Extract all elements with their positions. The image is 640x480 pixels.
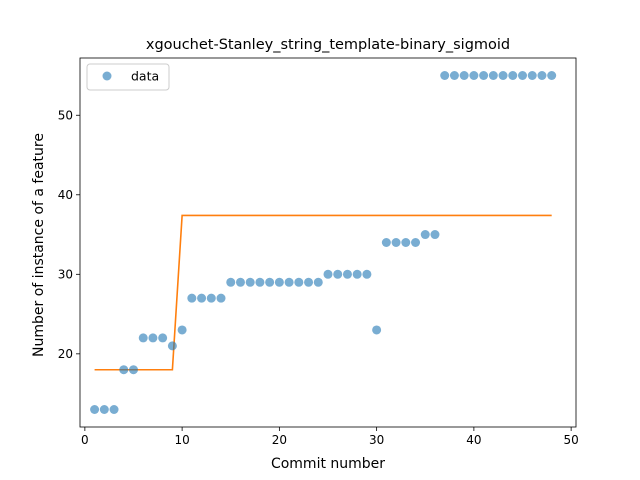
data-point [99,405,109,414]
legend: data [86,63,170,91]
data-point [411,238,421,247]
y-tick-label: 30 [58,268,73,282]
data-point [90,405,100,414]
data-point [235,277,245,287]
data-point [109,405,119,414]
legend-marker-data [102,71,112,81]
data-point [119,365,129,375]
data-point [265,277,275,287]
y-tick-label: 40 [58,188,73,202]
data-point [537,71,547,80]
data-point [488,71,498,80]
data-point [323,269,333,279]
data-point [138,333,148,343]
data-point [420,230,430,240]
x-tick-label: 20 [272,433,287,447]
data-point [508,71,518,80]
x-axis-label: Commit number [271,456,385,472]
data-point [158,333,168,343]
data-point [274,277,284,287]
data-point [430,230,440,240]
data-point [313,277,323,287]
data-point [333,269,343,279]
y-tick-label: 50 [58,109,73,123]
x-tick-label: 0 [81,433,89,447]
data-point [167,341,177,351]
data-point [128,365,138,375]
data-point [197,293,207,303]
data-point [304,277,314,287]
data-point [342,269,352,279]
data-point [362,269,372,279]
data-point [449,71,459,80]
x-axis: 0 10 20 30 40 50 [81,427,579,447]
data-point [255,277,265,287]
data-point [518,71,528,80]
data-point [498,71,508,80]
data-point [187,293,197,303]
data-point [372,325,382,335]
data-point [469,71,479,80]
data-point [381,238,391,247]
x-tick-label: 50 [563,433,578,447]
data-point [216,293,226,303]
data-point [226,277,236,287]
x-tick-label: 30 [369,433,384,447]
x-tick-label: 10 [174,433,189,447]
plot-area [79,57,577,428]
data-point [148,333,158,343]
y-tick-label: 20 [58,347,73,361]
data-point [547,71,557,80]
data-point [459,71,469,80]
data-point [527,71,537,80]
data-point [206,293,216,303]
data-point [479,71,489,80]
y-axis-label: Number of instance of a feature [31,133,47,357]
data-point [391,238,401,247]
y-axis: 20 30 40 50 [58,109,80,361]
data-point [284,277,294,287]
x-tick-label: 40 [466,433,481,447]
data-point [401,238,411,247]
legend-label-data: data [131,69,159,84]
data-point [440,71,450,80]
data-point [352,269,362,279]
data-point [245,277,255,287]
chart-title: xgouchet-Stanley_string_template-binary_… [146,37,510,53]
data-point [177,325,187,335]
plot-frame [79,57,577,428]
legend-frame [86,63,170,91]
data-point [294,277,304,287]
